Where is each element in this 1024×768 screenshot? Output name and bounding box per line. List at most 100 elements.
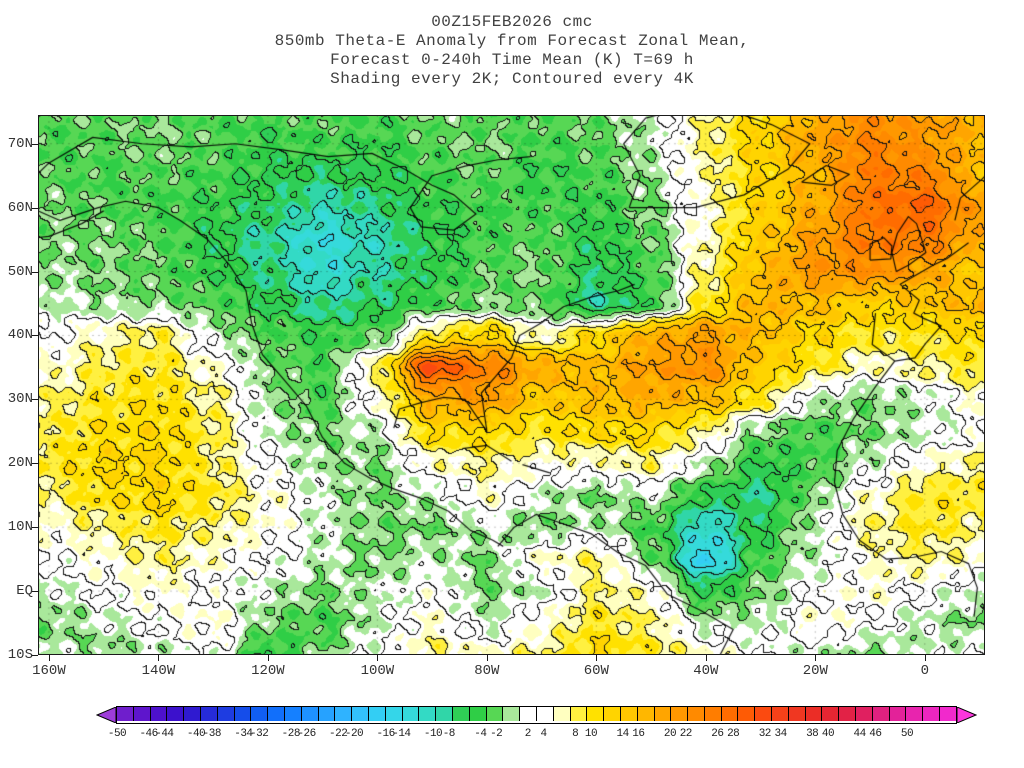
colorbar-tick-label: -2 — [490, 728, 503, 740]
y-tick-mark — [32, 463, 38, 465]
colorbar-segment — [788, 707, 806, 721]
colorbar-tick-label: -10 — [423, 728, 443, 740]
x-tick-label: 20W — [802, 663, 828, 679]
colorbar-segment — [335, 707, 353, 721]
colorbar-tick-label: 20 — [663, 728, 677, 740]
colorbar-segment — [452, 707, 470, 721]
colorbar-segment — [755, 707, 773, 721]
colorbar-tick-label: 50 — [900, 728, 914, 740]
colorbar-segment — [872, 707, 890, 721]
colorbar-segment — [940, 707, 956, 721]
colorbar-segment — [301, 707, 319, 721]
colorbar-segment — [352, 707, 369, 721]
colorbar-segment — [688, 707, 705, 721]
x-tick-mark — [267, 655, 269, 661]
colorbar-segment — [268, 707, 285, 721]
colorbar-segment — [284, 707, 302, 721]
y-tick-label: 10N — [7, 519, 33, 536]
y-tick-label: 20N — [7, 455, 33, 472]
colorbar-segment — [704, 707, 722, 721]
y-tick-mark — [32, 207, 38, 209]
colorbar-segment — [536, 707, 554, 721]
x-tick-label: 160W — [32, 663, 66, 679]
colorbar-tick-label: 28 — [727, 728, 740, 740]
colorbar-tick-label: -44 — [155, 728, 174, 740]
colorbar-segment — [419, 707, 437, 721]
colorbar-segment — [486, 707, 504, 721]
colorbar-segment — [217, 707, 235, 721]
colorbar-tick-label: 38 — [806, 728, 819, 740]
colorbar-tick-label: -40 — [186, 728, 206, 740]
colorbar-segment — [620, 707, 638, 721]
colorbar-tick-label: 44 — [853, 728, 866, 740]
y-tick-mark — [32, 399, 38, 401]
x-tick-mark — [377, 655, 379, 661]
x-tick-label: 120W — [251, 663, 285, 679]
colorbar-tick-label: -46 — [139, 728, 158, 740]
colorbar-segment — [772, 707, 789, 721]
colorbar-segment — [368, 707, 386, 721]
x-tick-mark — [815, 655, 817, 661]
colorbar-tick-label: -4 — [474, 728, 487, 740]
colorbar-tick-label: 40 — [821, 728, 835, 740]
title-datetime-model: 00Z15FEB2026 cmc — [431, 13, 593, 31]
y-tick-label: 30N — [7, 391, 33, 408]
colorbar-segment — [738, 707, 756, 721]
y-tick-label: 10S — [7, 647, 33, 663]
y-tick-label: 60N — [7, 199, 33, 216]
colorbar-segment — [553, 707, 571, 721]
colorbar-tick-label: -14 — [392, 728, 411, 740]
colorbar-tick-label: -38 — [202, 728, 222, 740]
chart-title-block: 00Z15FEB2026 cmc 850mb Theta-E Anomaly f… — [0, 13, 1024, 89]
y-tick-mark — [32, 271, 38, 273]
colorbar-tick-label: 46 — [869, 728, 882, 740]
colorbar-tick-label: 8 — [572, 728, 579, 740]
title-shading-note: Shading every 2K; Contoured every 4K — [330, 70, 694, 88]
colorbar-tick-label: 26 — [711, 728, 724, 740]
colorbar-segment — [604, 707, 621, 721]
colorbar-segment — [805, 707, 823, 721]
colorbar-segment — [822, 707, 840, 721]
x-tick-label: 40W — [693, 663, 719, 679]
title-forecast-range: Forecast 0-240h Time Mean (K) T=69 h — [330, 51, 694, 69]
colorbar-segment — [167, 707, 185, 721]
colorbar-tick-label: -16 — [376, 728, 395, 740]
y-tick-mark — [32, 591, 38, 593]
colorbar-segment — [587, 707, 605, 721]
colorbar-tick-label: 10 — [584, 728, 598, 740]
colorbar-tick-label: -8 — [442, 728, 456, 740]
colorbar-segments — [116, 706, 957, 724]
colorbar-tick-label: 22 — [679, 728, 693, 740]
y-tick-label: 50N — [7, 263, 33, 280]
colorbar-segment — [906, 707, 924, 721]
y-tick-label: EQ — [16, 583, 33, 600]
colorbar-segment — [402, 707, 420, 721]
colorbar-segment — [721, 707, 739, 721]
colorbar-segment — [133, 707, 151, 721]
colorbar-right-arrow — [956, 707, 977, 723]
colorbar-tick-label: -32 — [250, 728, 269, 740]
colorbar-segment — [923, 707, 941, 721]
x-tick-mark — [48, 655, 50, 661]
y-tick-mark — [32, 527, 38, 529]
y-tick-label: 70N — [7, 135, 33, 152]
x-tick-mark — [705, 655, 707, 661]
colorbar-segment — [520, 707, 537, 721]
theta-e-anomaly-field-canvas — [38, 115, 985, 655]
colorbar-tick-label: -26 — [297, 728, 316, 740]
colorbar-tick-label: 16 — [632, 728, 645, 740]
title-main: 850mb Theta-E Anomaly from Forecast Zona… — [274, 32, 750, 50]
x-tick-label: 0 — [920, 663, 929, 679]
colorbar-segment — [184, 707, 201, 721]
colorbar-segment — [318, 707, 336, 721]
x-tick-label: 60W — [583, 663, 609, 679]
x-tick-label: 100W — [360, 663, 395, 679]
colorbar-segment — [839, 707, 857, 721]
colorbar-segment — [570, 707, 588, 721]
colorbar-segment — [503, 707, 521, 721]
colorbar-segment — [856, 707, 873, 721]
colorbar-segment — [637, 707, 655, 721]
colorbar-segment — [117, 707, 134, 721]
colorbar-segment — [889, 707, 907, 721]
